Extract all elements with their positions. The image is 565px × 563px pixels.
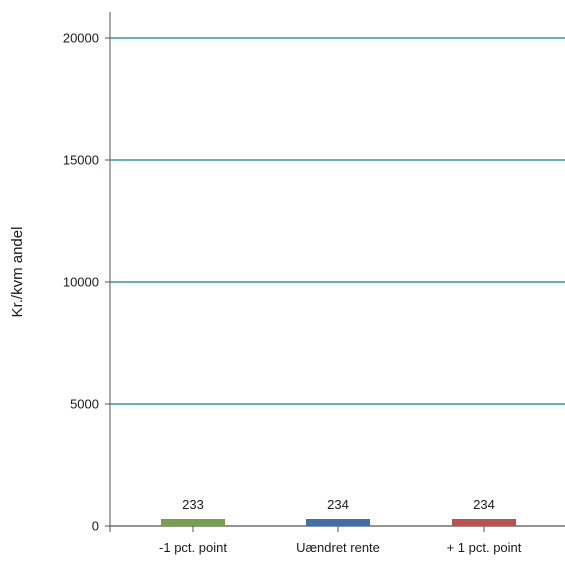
bar-0 xyxy=(161,519,225,526)
x-tick-labels: -1 pct. point Uændret rente + 1 pct. point xyxy=(159,526,522,555)
bar-2 xyxy=(452,519,516,526)
y-tick-labels: 0 5000 10000 15000 20000 xyxy=(63,31,110,534)
x-tick-label-0: -1 pct. point xyxy=(159,540,227,555)
data-label-1: 234 xyxy=(327,497,349,512)
x-tick-label-2: + 1 pct. point xyxy=(447,540,522,555)
y-tick-label-15000: 15000 xyxy=(63,153,99,168)
x-tick-label-1: Uændret rente xyxy=(296,540,380,555)
data-labels: 233 234 234 xyxy=(182,497,495,512)
data-label-2: 234 xyxy=(473,497,495,512)
bars xyxy=(161,519,516,526)
bar-1 xyxy=(306,519,370,526)
y-tick-label-5000: 5000 xyxy=(70,397,99,412)
y-axis-title: Kr./kvm andel xyxy=(9,227,26,318)
gridlines xyxy=(110,37,565,405)
y-tick-label-10000: 10000 xyxy=(63,275,99,290)
y-tick-label-20000: 20000 xyxy=(63,31,99,46)
data-label-0: 233 xyxy=(182,497,204,512)
axes xyxy=(109,12,565,532)
y-tick-label-0: 0 xyxy=(92,519,99,534)
